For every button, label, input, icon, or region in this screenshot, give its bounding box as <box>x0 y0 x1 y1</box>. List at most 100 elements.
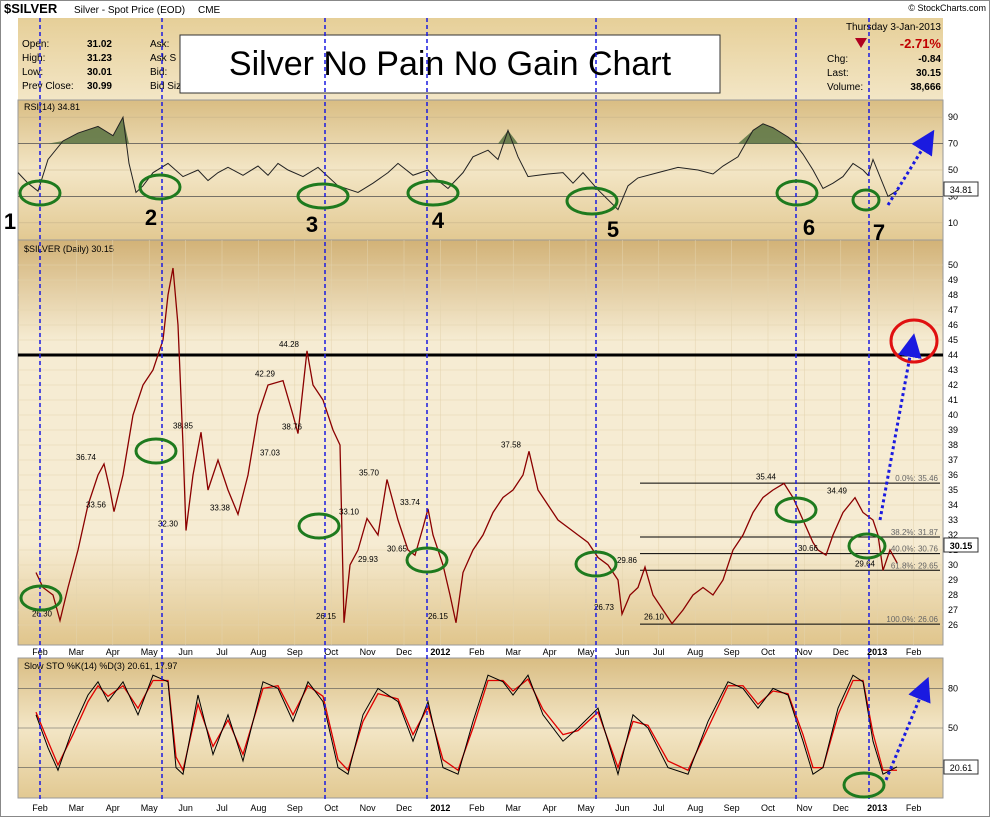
stat-value: 38,666 <box>910 82 941 93</box>
price-annotation: 33.74 <box>400 498 421 507</box>
month-label: Oct <box>324 803 339 813</box>
price-annotation: 30.66 <box>798 544 819 553</box>
price-last-value: 30.15 <box>950 541 973 551</box>
month-label: Nov <box>360 803 377 813</box>
cycle-circle <box>297 512 341 540</box>
month-label: Mar <box>505 803 521 813</box>
price-tick-label: 39 <box>948 425 958 435</box>
cycle-number: 1 <box>4 209 16 234</box>
month-label: Apr <box>106 803 120 813</box>
stat-label: Volume: <box>827 82 863 93</box>
price-annotation: 34.49 <box>827 487 848 496</box>
month-label: Oct <box>761 803 776 813</box>
cycle-circle <box>134 437 178 465</box>
month-label: Aug <box>687 803 703 813</box>
cycle-numbers: 1 2 3 4 5 6 7 <box>4 205 885 245</box>
stochastic-legend: Slow STO %K(14) %D(3) 20.61, 17.97 <box>24 661 177 671</box>
price-tick-label: 46 <box>948 320 958 330</box>
month-label: Jul <box>653 803 665 813</box>
stochastic-k-line <box>35 674 898 777</box>
price-annotation: 42.29 <box>255 370 276 379</box>
stochastic-tick-label: 80 <box>948 683 958 693</box>
month-label: Apr <box>543 647 557 657</box>
rsi-up-arrow <box>886 129 935 206</box>
cycle-circle <box>18 179 62 207</box>
month-label: Mar <box>69 803 85 813</box>
stat-label: Chg: <box>827 54 848 65</box>
title-frame <box>179 34 721 94</box>
month-label: Jun <box>615 647 630 657</box>
stochastic-up-arrow <box>884 676 931 781</box>
price-tick-label: 41 <box>948 395 958 405</box>
month-label: Aug <box>250 647 266 657</box>
month-label: Feb <box>906 803 922 813</box>
fib-label: 100.0%: 26.06 <box>886 615 938 624</box>
month-label: Dec <box>396 803 413 813</box>
price-annotation: 36.74 <box>76 453 97 462</box>
change-pct: -2.71% <box>900 36 942 51</box>
month-label: Sep <box>724 803 740 813</box>
price-legend: $SILVER (Daily) 30.15 <box>24 244 114 254</box>
date-label: Thursday 3-Jan-2013 <box>846 22 941 33</box>
stochastic-panel: Slow STO %K(14) %D(3) 20.61, 17.97 80 50 2… <box>17 657 979 799</box>
month-label: Dec <box>833 803 850 813</box>
stat-value: 30.15 <box>916 68 941 79</box>
cycle-circle <box>774 496 818 524</box>
month-label: May <box>577 803 595 813</box>
stat-label: Open: <box>22 39 49 50</box>
month-label: Feb <box>906 647 922 657</box>
rsi-tick-label: 90 <box>948 112 958 122</box>
cycle-lines <box>39 18 870 800</box>
price-annotation: 33.10 <box>339 508 360 517</box>
month-label: Feb <box>469 647 485 657</box>
copyright: © StockCharts.com <box>908 3 986 13</box>
stochastic-last-box <box>943 759 979 775</box>
stat-label: Low: <box>22 67 43 78</box>
price-tick-label: 34 <box>948 500 958 510</box>
cycle-circles <box>18 173 887 799</box>
month-label: Sep <box>287 647 303 657</box>
price-tick-label: 47 <box>948 305 958 315</box>
stat-value: 30.99 <box>87 81 112 92</box>
stat-value: 31.02 <box>87 39 112 50</box>
price-annotation: 37.58 <box>501 440 522 449</box>
cycle-number: 4 <box>432 208 445 233</box>
price-panel: $SILVER (Daily) 30.15 50 49 48 47 46 45 44 43 42… <box>17 239 979 646</box>
month-label: Apr <box>543 803 557 813</box>
price-annotation: 29.64 <box>855 559 876 568</box>
rsi-legend: RSI(14) 34.81 <box>24 102 80 112</box>
month-label: Jun <box>178 803 193 813</box>
rsi-tick-label: 10 <box>948 218 958 228</box>
price-annotation: 37.03 <box>260 449 281 458</box>
price-tick-label: 37 <box>948 455 958 465</box>
fib-label: 38.2%: 31.87 <box>891 528 939 537</box>
month-label: Sep <box>287 803 303 813</box>
cycle-circle <box>775 179 819 207</box>
stat-value: 30.01 <box>87 67 112 78</box>
price-tick-label: 30 <box>948 560 958 570</box>
fib-label: 40.0%: 30.76 <box>891 545 939 554</box>
stat-value: -0.84 <box>918 54 941 65</box>
month-label: Nov <box>796 647 813 657</box>
instrument-name: Silver - Spot Price (EOD) <box>74 5 185 16</box>
price-tick-label: 48 <box>948 290 958 300</box>
quote-field-label: Bid Size: <box>150 81 189 92</box>
target-circle <box>889 318 939 364</box>
stochastic-last-value: 20.61 <box>950 763 973 773</box>
month-label: Apr <box>106 647 120 657</box>
month-label: Oct <box>761 647 776 657</box>
price-annotation: 26.10 <box>644 613 665 622</box>
month-label: May <box>141 647 159 657</box>
symbol: $SILVER <box>4 1 58 16</box>
quote-field-label: Bid: <box>150 67 167 78</box>
month-label: Dec <box>833 647 850 657</box>
price-tick-label: 26 <box>948 620 958 630</box>
month-label: 2012 <box>430 803 450 813</box>
month-label: 2013 <box>867 803 887 813</box>
cycle-circle <box>19 584 63 612</box>
cycle-circle <box>406 179 460 207</box>
price-annotation: 29.93 <box>358 555 379 564</box>
month-label: May <box>141 803 159 813</box>
cycle-circle <box>138 173 182 201</box>
